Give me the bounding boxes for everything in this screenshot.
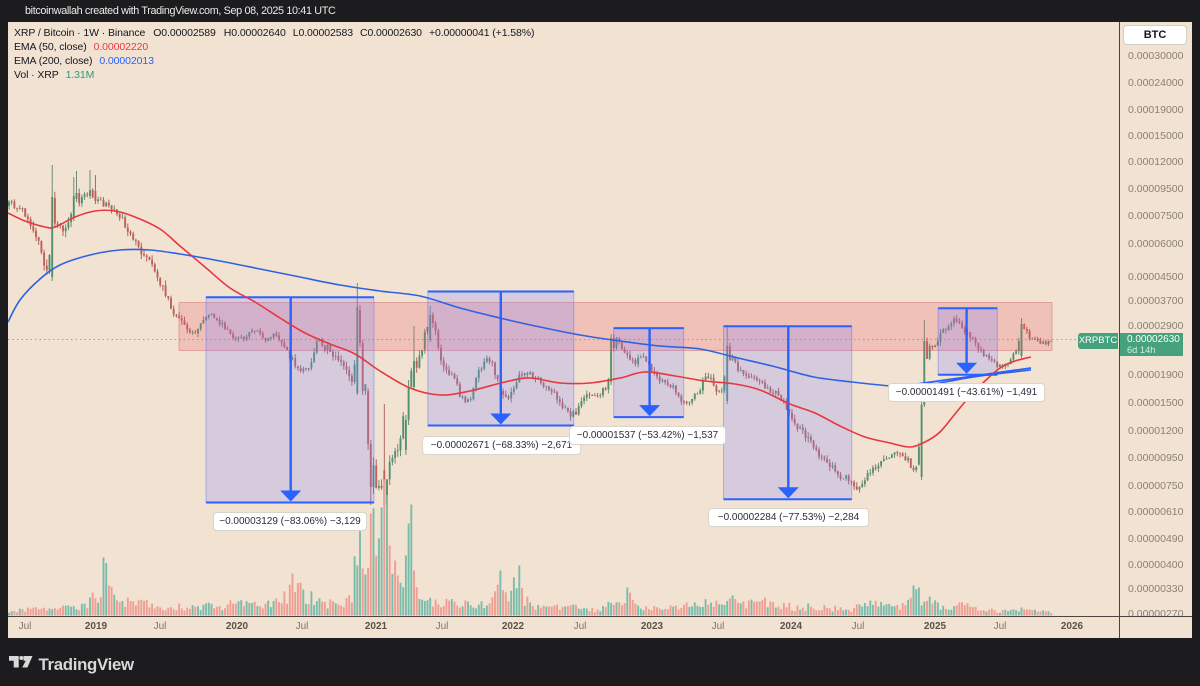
- svg-text:TradingView: TradingView: [39, 655, 135, 674]
